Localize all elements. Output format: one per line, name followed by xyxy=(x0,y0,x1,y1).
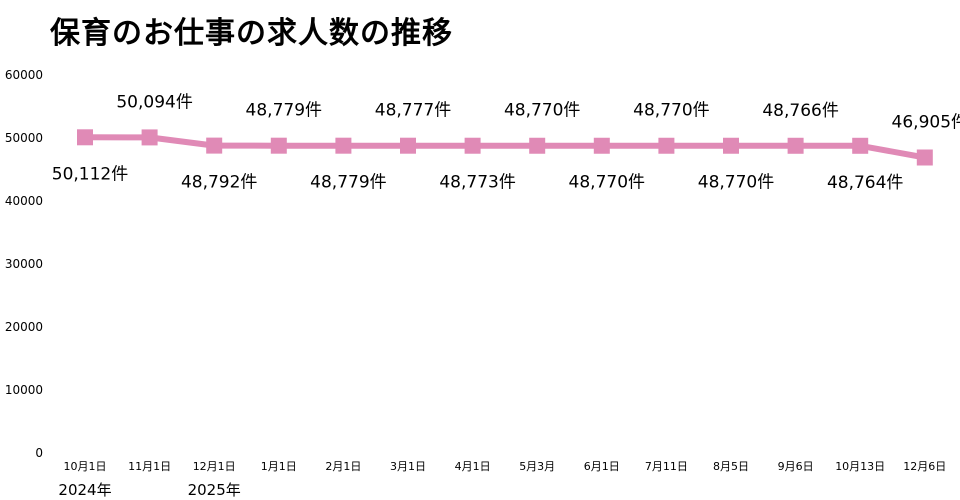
x-tick-label: 3月1日 xyxy=(390,460,426,473)
y-tick-label: 40000 xyxy=(5,194,43,208)
year-label: 2025年 xyxy=(188,481,241,499)
y-axis: 0 10000 20000 30000 40000 50000 60000 xyxy=(5,68,43,460)
y-tick-label: 60000 xyxy=(5,68,43,82)
data-point-marker xyxy=(270,137,287,154)
x-tick-label: 4月1日 xyxy=(455,460,491,473)
data-point-marker xyxy=(141,129,158,146)
data-label: 46,905件 xyxy=(892,112,960,132)
y-tick-label: 0 xyxy=(35,446,43,460)
y-tick-label: 50000 xyxy=(5,131,43,145)
data-label: 48,779件 xyxy=(310,173,386,193)
x-tick-label: 9月6日 xyxy=(778,460,814,473)
series-line xyxy=(84,134,926,161)
data-label: 48,770件 xyxy=(633,101,709,121)
x-tick-label: 5月3月 xyxy=(519,460,555,473)
data-point-marker xyxy=(593,137,610,154)
data-point-marker xyxy=(206,137,223,154)
y-tick-label: 20000 xyxy=(5,320,43,334)
x-tick-label: 8月5日 xyxy=(713,460,749,473)
data-point-marker xyxy=(77,129,93,146)
data-label: 48,764件 xyxy=(827,173,903,193)
x-tick-label: 12月1日 xyxy=(193,460,236,473)
x-tick-label: 1月1日 xyxy=(261,460,297,473)
y-tick-label: 10000 xyxy=(5,383,43,397)
x-tick-label: 11月1日 xyxy=(128,460,171,473)
chart-title: 保育のお仕事の求人数の推移 xyxy=(50,16,453,51)
data-point-marker xyxy=(852,137,869,154)
data-label: 48,770件 xyxy=(504,101,580,121)
year-labels: 2024年 2025年 xyxy=(58,481,240,499)
data-point-marker xyxy=(529,137,546,154)
data-point-marker xyxy=(658,137,675,154)
data-point-marker xyxy=(723,137,739,154)
data-label: 48,766件 xyxy=(762,101,838,121)
data-label: 48,773件 xyxy=(439,173,515,193)
series-layer xyxy=(77,129,933,166)
data-label: 48,770件 xyxy=(569,173,645,193)
data-label: 48,779件 xyxy=(246,101,322,121)
x-tick-label: 12月6日 xyxy=(903,460,946,473)
data-label: 50,094件 xyxy=(116,92,192,112)
data-label: 50,112件 xyxy=(52,164,128,184)
x-tick-label: 6月1日 xyxy=(584,460,620,473)
data-point-marker xyxy=(464,137,481,154)
x-tick-label: 10月1日 xyxy=(64,460,107,473)
data-label: 48,777件 xyxy=(375,101,451,121)
y-tick-label: 30000 xyxy=(5,257,43,271)
data-point-marker xyxy=(335,137,352,154)
data-point-marker xyxy=(787,137,804,154)
data-label: 48,792件 xyxy=(181,173,257,193)
data-point-marker xyxy=(916,149,933,166)
x-tick-label: 2月1日 xyxy=(325,460,361,473)
x-axis: 10月1日 11月1日 12月1日 1月1日 2月1日 3月1日 4月1日 5月3月 6月1日 7… xyxy=(64,460,947,473)
data-labels: 50,112件 50,094件 48,792件 48,779件 48,779件 48,77… xyxy=(52,92,960,192)
x-tick-label: 7月11日 xyxy=(645,460,688,473)
year-label: 2024年 xyxy=(58,481,111,499)
data-label: 48,770件 xyxy=(698,173,774,193)
data-point-marker xyxy=(400,137,416,154)
x-tick-label: 10月13日 xyxy=(835,460,885,473)
